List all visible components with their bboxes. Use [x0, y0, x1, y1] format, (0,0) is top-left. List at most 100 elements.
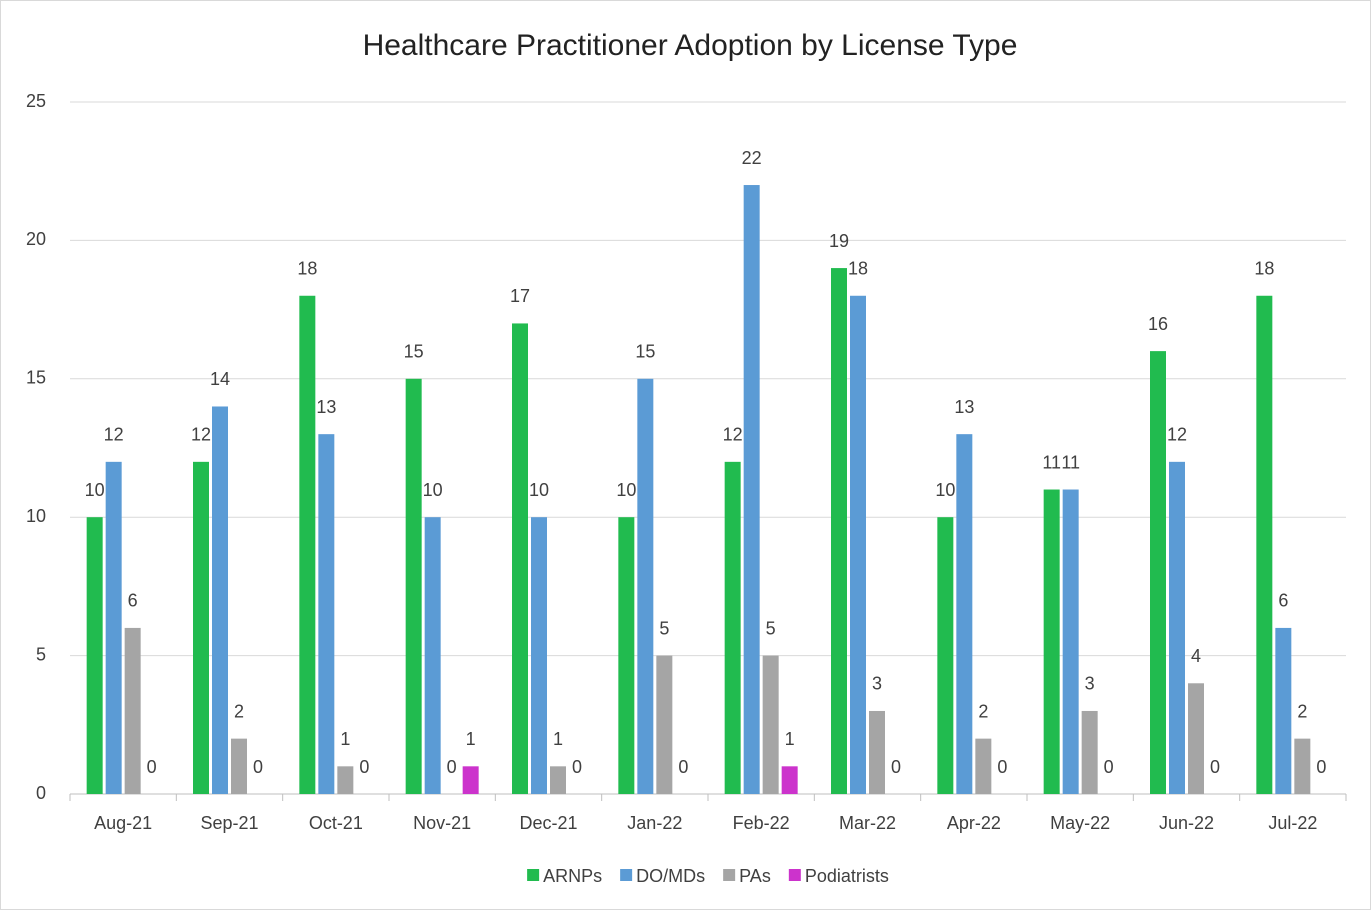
x-tick-label: Jul-22: [1268, 813, 1317, 833]
x-tick-label: Aug-21: [94, 813, 152, 833]
bar: [831, 268, 847, 795]
data-label: 5: [766, 618, 776, 638]
data-label: 3: [1085, 674, 1095, 694]
data-label: 0: [891, 757, 901, 777]
data-label: 16: [1148, 314, 1168, 334]
data-label: 19: [829, 231, 849, 251]
data-label: 3: [872, 674, 882, 694]
y-tick-label: 10: [26, 506, 46, 526]
data-label: 0: [1210, 757, 1220, 777]
data-label: 0: [359, 757, 369, 777]
x-tick-label: Jun-22: [1159, 813, 1214, 833]
data-label: 10: [423, 480, 443, 500]
x-tick-label: Apr-22: [947, 813, 1001, 833]
x-tick-label: Sep-21: [200, 813, 258, 833]
bar: [405, 378, 422, 794]
bar: [105, 461, 122, 794]
bar: [1043, 489, 1060, 794]
bar: [1062, 489, 1079, 794]
bar: [975, 738, 992, 794]
x-tick-label: Mar-22: [839, 813, 896, 833]
data-label: 1: [340, 729, 350, 749]
bar: [299, 295, 316, 794]
data-label: 0: [447, 757, 457, 777]
data-label: 6: [1278, 591, 1288, 611]
data-label: 13: [954, 397, 974, 417]
bar: [618, 517, 635, 794]
bar: [762, 655, 779, 794]
data-label: 0: [572, 757, 582, 777]
data-label: 13: [316, 397, 336, 417]
data-label: 1: [785, 729, 795, 749]
bar: [1256, 295, 1273, 794]
y-tick-label: 5: [36, 644, 46, 664]
data-label: 12: [104, 425, 124, 445]
legend-swatch: [527, 869, 540, 881]
bar: [512, 323, 528, 794]
data-label: 4: [1191, 646, 1201, 666]
bar: [637, 378, 654, 794]
y-tick-label: 20: [26, 229, 46, 249]
data-label: 11: [1061, 452, 1080, 472]
x-tick-label: Feb-22: [733, 813, 790, 833]
x-tick-label: May-22: [1050, 813, 1110, 833]
data-label: 10: [529, 480, 549, 500]
data-label: 12: [1167, 425, 1187, 445]
bar: [1275, 627, 1292, 794]
data-label: 0: [253, 757, 263, 777]
x-tick-label: Oct-21: [309, 813, 363, 833]
bar: [531, 517, 547, 794]
data-label: 1: [553, 729, 563, 749]
bar: [956, 434, 973, 794]
bar: [1081, 710, 1098, 794]
chart-title: Healthcare Practitioner Adoption by Lice…: [363, 29, 1018, 62]
bar: [850, 295, 866, 794]
x-tick-label: Dec-21: [519, 813, 577, 833]
bar: [318, 434, 335, 794]
bar: [424, 517, 441, 794]
data-label: 1: [466, 729, 476, 749]
bar: [1188, 683, 1204, 794]
data-label: 18: [1254, 259, 1274, 279]
y-tick-label: 25: [26, 91, 46, 111]
bar: [212, 406, 228, 794]
bar: [462, 766, 479, 794]
data-label: 6: [128, 591, 138, 611]
data-label: 18: [848, 259, 868, 279]
data-label: 0: [1104, 757, 1114, 777]
data-label: 2: [234, 701, 244, 721]
bar: [1169, 461, 1185, 794]
bar: [193, 461, 209, 794]
data-label: 10: [935, 480, 955, 500]
bar: [724, 461, 741, 794]
data-label: 15: [404, 342, 424, 362]
data-label: 0: [678, 757, 688, 777]
data-label: 0: [147, 757, 157, 777]
data-label: 14: [210, 369, 230, 389]
y-tick-label: 0: [36, 783, 46, 803]
bar: [124, 627, 141, 794]
data-label: 10: [85, 480, 105, 500]
data-label: 11: [1042, 452, 1061, 472]
bar: [231, 738, 247, 794]
legend-swatch: [788, 869, 801, 881]
x-tick-label: Jan-22: [627, 813, 682, 833]
data-label: 12: [191, 425, 211, 445]
data-label: 0: [997, 757, 1007, 777]
bar: [86, 517, 103, 794]
bar: [550, 766, 566, 794]
legend-label: DO/MDs: [636, 866, 705, 886]
y-tick-label: 15: [26, 368, 46, 388]
bar: [1150, 351, 1166, 794]
data-label: 12: [723, 425, 743, 445]
bar: [743, 185, 760, 795]
x-tick-label: Nov-21: [413, 813, 471, 833]
data-label: 5: [659, 618, 669, 638]
data-label: 10: [616, 480, 636, 500]
legend-label: Podiatrists: [805, 866, 889, 886]
data-label: 2: [1297, 701, 1307, 721]
legend-swatch: [723, 869, 736, 881]
data-label: 15: [635, 342, 655, 362]
